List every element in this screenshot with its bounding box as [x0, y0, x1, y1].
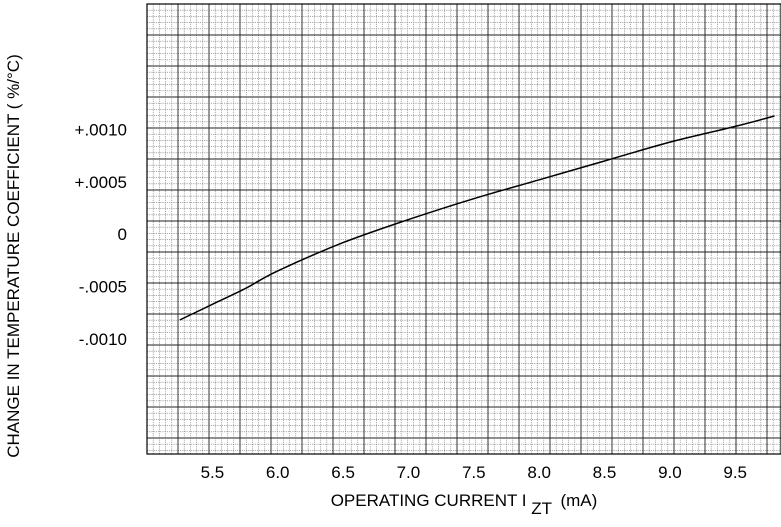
grid — [146, 3, 781, 455]
x-tick-label: 6.5 — [331, 463, 355, 482]
x-tick-label: 8.5 — [593, 463, 617, 482]
y-tick-label: -.0005 — [79, 278, 127, 297]
plot-background — [147, 4, 781, 454]
y-tick-label: +.0010 — [75, 121, 127, 140]
x-tick-label: 8.0 — [527, 463, 551, 482]
x-tick-labels: 5.5 6.0 6.5 7.0 7.5 8.0 8.5 9.0 9.5 — [201, 463, 747, 482]
series-line-0 — [179, 115, 775, 321]
x-axis-title-main: OPERATING CURRENT I — [331, 491, 527, 510]
y-axis-title: CHANGE IN TEMPERATURE COEFFICIENT ( %/°C… — [4, 54, 23, 458]
x-tick-label: 6.0 — [266, 463, 290, 482]
x-tick-label: 5.5 — [201, 463, 225, 482]
series-layer — [179, 115, 775, 321]
y-tick-labels: +.0010 +.0005 0 -.0005 -.0010 — [75, 121, 127, 349]
x-tick-label: 9.5 — [723, 463, 747, 482]
x-tick-label: 7.0 — [397, 463, 421, 482]
x-axis-title-subscript: ZT — [531, 499, 551, 518]
y-tick-label: +.0005 — [75, 173, 127, 192]
y-tick-label: 0 — [118, 225, 127, 244]
x-axis-title-unit: (mA) — [560, 491, 597, 510]
x-axis-title: OPERATING CURRENT I ZT (mA) — [331, 491, 598, 518]
plot-frame — [146, 3, 781, 455]
y-tick-label: -.0010 — [79, 330, 127, 349]
x-tick-label: 9.0 — [658, 463, 682, 482]
x-tick-label: 7.5 — [462, 463, 486, 482]
